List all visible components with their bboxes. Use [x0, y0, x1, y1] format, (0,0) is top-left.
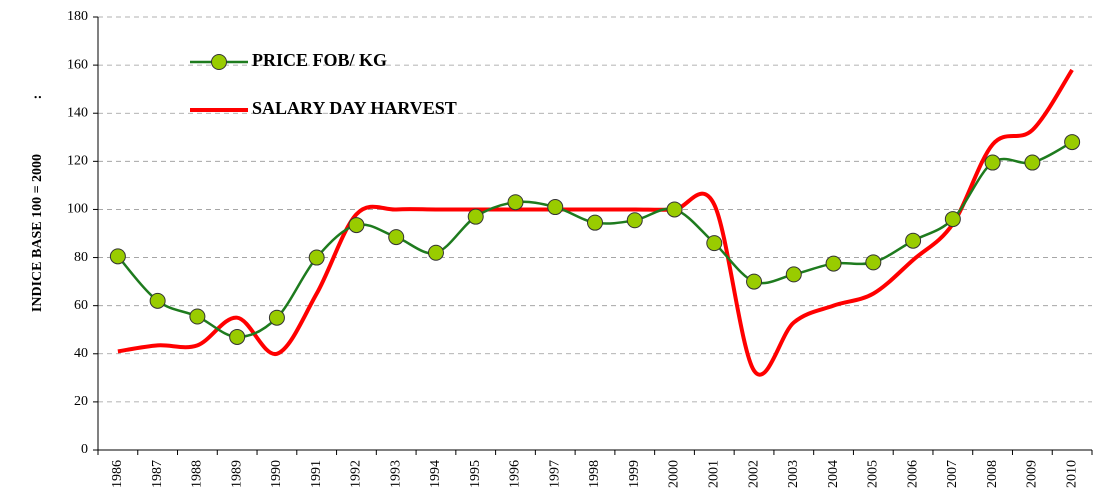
marker: [984, 154, 1001, 171]
y-axis-label: INDICE BASE 100 = 2000: [30, 154, 45, 312]
marker: [626, 212, 643, 229]
marker: [825, 255, 842, 272]
x-tick-label: 2007: [945, 460, 960, 488]
x-tick-label: 1993: [388, 460, 403, 488]
x-tick-label: 1999: [627, 460, 642, 488]
marker: [308, 249, 325, 266]
x-tick-label: 2003: [786, 460, 801, 488]
y-tick-label: 160: [67, 57, 88, 72]
y-tick-label: 60: [74, 298, 88, 313]
x-tick-label: 2006: [905, 460, 920, 488]
annotation: :: [30, 95, 45, 100]
legend-marker: [211, 54, 227, 70]
y-tick-label: 120: [67, 154, 88, 169]
x-tick-label: 2002: [746, 460, 761, 488]
marker: [746, 273, 763, 290]
x-tick-label: 1996: [508, 460, 523, 488]
x-tick-label: 1989: [229, 460, 244, 488]
x-tick-label: 2005: [866, 460, 881, 488]
marker: [666, 201, 683, 218]
x-tick-label: 2010: [1064, 460, 1079, 488]
y-tick-label: 40: [74, 346, 88, 361]
marker: [348, 217, 365, 234]
y-tick-label: 0: [81, 442, 88, 457]
legend-label: SALARY DAY HARVEST: [252, 98, 457, 118]
marker: [706, 235, 723, 252]
marker: [587, 214, 603, 231]
legend-label: PRICE FOB/ KG: [252, 50, 387, 70]
marker: [388, 229, 405, 246]
marker: [149, 292, 166, 309]
line: [116, 140, 1073, 339]
x-tick-label: 2009: [1025, 460, 1040, 488]
marker: [467, 208, 484, 225]
x-tick-label: 1995: [468, 460, 483, 488]
marker: [1024, 154, 1041, 171]
marker: [1064, 134, 1081, 151]
marker: [507, 194, 524, 211]
x-tick-label: 1994: [428, 460, 443, 488]
marker: [427, 244, 444, 261]
marker: [785, 266, 802, 283]
y-tick-label: 20: [74, 394, 88, 409]
x-tick-label: 2000: [667, 460, 682, 488]
marker: [944, 211, 961, 228]
y-tick-label: 100: [67, 202, 88, 217]
y-tick-label: 140: [67, 105, 88, 120]
x-tick-label: 1988: [190, 460, 205, 488]
marker: [189, 308, 206, 325]
x-tick-label: 2004: [826, 460, 841, 488]
y-tick-label: 80: [74, 250, 88, 265]
marker: [905, 232, 922, 249]
x-tick-label: 1992: [349, 460, 364, 488]
x-tick-label: 1998: [587, 460, 602, 488]
line: [117, 68, 1074, 377]
x-tick-label: 1990: [269, 460, 284, 488]
x-tick-label: 1991: [309, 460, 324, 488]
y-tick-label: 180: [67, 9, 88, 24]
x-tick-label: 1986: [110, 460, 125, 488]
x-tick-label: 1997: [547, 460, 562, 488]
x-tick-label: 1987: [150, 460, 165, 488]
marker: [109, 248, 126, 265]
marker: [865, 254, 882, 271]
x-tick-label: 2008: [985, 460, 1000, 488]
marker: [547, 199, 564, 216]
marker: [229, 328, 246, 345]
marker: [268, 309, 285, 326]
x-tick-label: 2001: [706, 460, 721, 488]
